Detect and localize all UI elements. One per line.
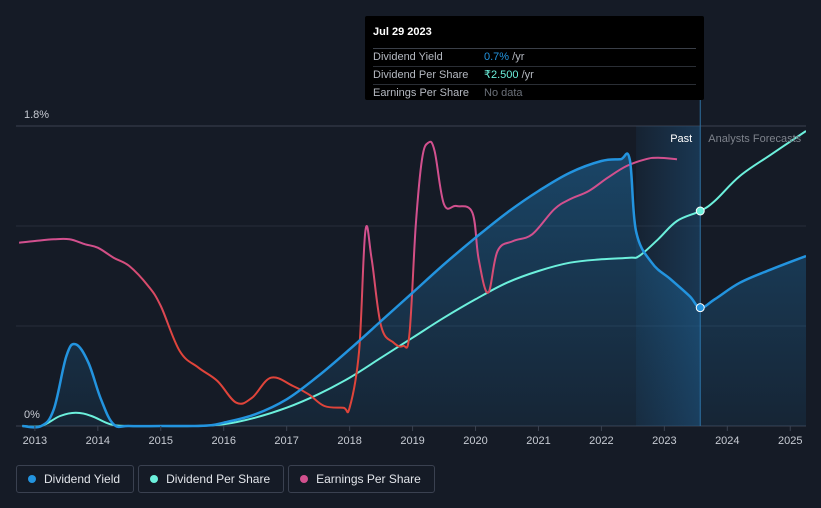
past-label: Past xyxy=(670,133,692,145)
dividend-yield-line xyxy=(22,152,806,429)
tooltip-suffix: /yr xyxy=(518,69,534,81)
x-tick-label: 2020 xyxy=(463,435,487,447)
dividend-yield-area xyxy=(22,153,806,428)
x-tick-label: 2025 xyxy=(778,435,802,447)
y-axis-top-label: 1.8% xyxy=(24,109,49,121)
dividend-per-share-line xyxy=(22,130,806,428)
dividend-per-share-legend-dot-icon xyxy=(150,475,159,483)
earnings-per-share-line xyxy=(18,140,678,414)
tooltip-date: Jul 29 2023 xyxy=(373,16,696,49)
x-tick-label: 2022 xyxy=(589,435,613,447)
x-tick-label: 2018 xyxy=(337,435,361,447)
tooltip-label: Dividend Yield xyxy=(373,51,443,63)
tooltip-row-dividend-yield: Dividend Yield 0.7% /yr xyxy=(373,49,696,67)
x-axis-ticks: 2013 2014 2015 2016 2017 2018 2019 2020 2021 2022… xyxy=(23,426,803,447)
y-axis-bottom-label: 0% xyxy=(24,409,40,421)
x-tick-label: 2013 xyxy=(23,435,47,447)
x-tick-label: 2021 xyxy=(526,435,550,447)
x-tick-label: 2014 xyxy=(86,435,110,447)
legend-label: Dividend Yield xyxy=(44,472,121,486)
forecast-label: Analysts Forecasts xyxy=(708,133,801,145)
tooltip-row-earnings-per-share: Earnings Per Share No data xyxy=(373,85,696,102)
tooltip-suffix: /yr xyxy=(509,51,525,63)
tooltip: Jul 29 2023 Dividend Yield 0.7% /yr Divid… xyxy=(365,16,704,100)
x-tick-label: 2023 xyxy=(652,435,676,447)
earnings-per-share-legend-dot-icon xyxy=(300,475,309,483)
x-tick-label: 2015 xyxy=(149,435,173,447)
tooltip-label: Dividend Per Share xyxy=(373,69,469,81)
dividend-yield-marker[interactable] xyxy=(695,303,705,313)
x-tick-label: 2016 xyxy=(211,435,235,447)
tooltip-label: Earnings Per Share xyxy=(373,87,469,99)
x-tick-label: 2019 xyxy=(400,435,424,447)
x-tick-label: 2017 xyxy=(274,435,298,447)
x-tick-label: 2024 xyxy=(715,435,739,447)
legend: Dividend Yield Dividend Per Share Earnin… xyxy=(16,465,435,493)
tooltip-value: 0.7% xyxy=(484,51,510,63)
dividend-yield-legend-dot-icon xyxy=(28,475,36,483)
tooltip-row-dividend-per-share: Dividend Per Share ₹2.500 /yr xyxy=(373,67,696,85)
tooltip-value: ₹2.500 xyxy=(484,69,519,81)
legend-item-earnings-per-share[interactable]: Earnings Per Share xyxy=(288,465,435,493)
dividend-per-share-marker[interactable] xyxy=(695,206,705,216)
legend-label: Earnings Per Share xyxy=(316,472,421,486)
legend-item-dividend-per-share[interactable]: Dividend Per Share xyxy=(138,465,285,493)
legend-item-dividend-yield[interactable]: Dividend Yield xyxy=(16,465,135,493)
tooltip-value: No data xyxy=(484,87,523,99)
legend-label: Dividend Per Share xyxy=(166,472,271,486)
